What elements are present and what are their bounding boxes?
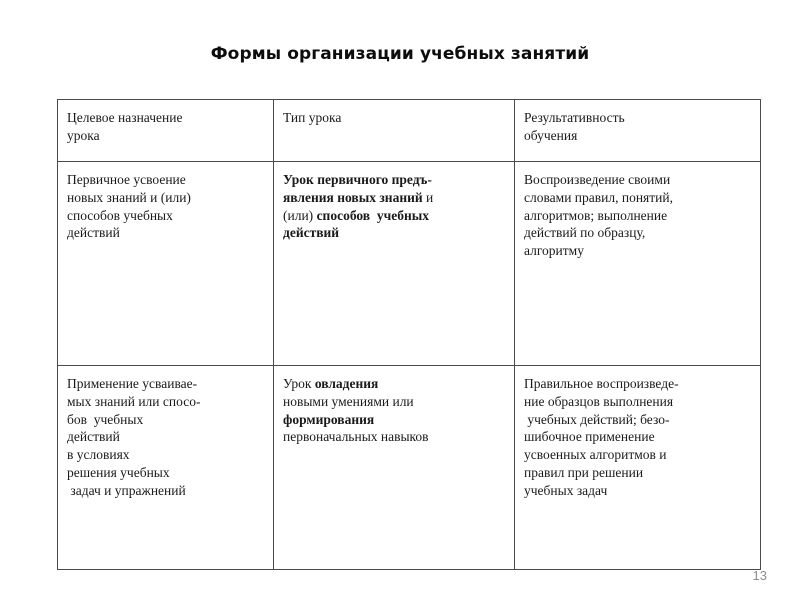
cell-line: учебных действий; безо-	[524, 411, 670, 427]
header-line: обучения	[524, 127, 578, 143]
cell-line: формирования	[283, 411, 375, 427]
lesson-forms-table: Целевое назначение урока Тип урока Резул…	[57, 99, 761, 570]
cell-line: бов учебных	[67, 411, 144, 427]
cell-line: Урок овладения	[283, 375, 506, 393]
cell-line: действий	[283, 225, 340, 241]
cell-line: алгоритмов; выполнение	[524, 207, 668, 223]
header-line: Результативность	[524, 110, 625, 125]
cell-line: в условиях	[67, 447, 130, 463]
cell-line: действий	[67, 225, 120, 241]
cell-line: мых знаний или спосо-	[67, 393, 201, 409]
cell-run-bold: способов учебных	[316, 207, 430, 223]
table-row: Применение усваивае- мых знаний или спос…	[57, 365, 761, 570]
cell-line: Воспроизведение своими	[524, 172, 671, 187]
lesson-forms-table-wrapper: Целевое назначение урока Тип урока Резул…	[57, 99, 761, 570]
cell-line: ние образцов выполнения	[524, 393, 674, 409]
column-header-result: Результативность обучения	[514, 99, 761, 162]
cell-line: Первичное усвоение	[67, 172, 186, 187]
cell-run-bold: явления новых знаний	[283, 189, 427, 205]
cell-line: действий	[67, 429, 120, 445]
column-header-purpose: Целевое назначение урока	[57, 99, 274, 162]
table-row: Первичное усвоение новых знаний и (или) …	[57, 161, 761, 366]
cell-line: шибочное применение	[524, 429, 655, 445]
page-title: Формы организации учебных занятий	[210, 44, 590, 64]
cell-line: учебных задач	[524, 482, 608, 498]
header-line: урока	[67, 127, 100, 143]
cell-line: задач и упражнений	[67, 482, 186, 498]
cell-line: Применение усваивае-	[67, 376, 198, 391]
cell-line: правил при решении	[524, 465, 644, 481]
cell-line: способов учебных	[67, 207, 173, 223]
cell-line: словами правил, понятий,	[524, 189, 673, 205]
cell-run-bold: овладения	[314, 376, 379, 391]
cell-line: явления новых знаний и	[283, 189, 506, 207]
cell-line: (или) способов учебных	[283, 207, 506, 225]
cell-run-regular: и	[426, 189, 434, 205]
cell-result: Воспроизведение своими словами правил, п…	[514, 161, 761, 366]
cell-line: действий по образцу,	[524, 225, 646, 241]
cell-result: Правильное воспроизведе- ние образцов вы…	[514, 365, 761, 570]
page-number: 13	[752, 568, 767, 583]
cell-lesson-type: Урок первичного предъ- явления новых зна…	[273, 161, 515, 366]
cell-run-regular: Урок	[283, 376, 315, 391]
cell-line: усвоенных алгоритмов и	[524, 447, 667, 463]
cell-line: решения учебных	[67, 465, 170, 481]
cell-purpose: Первичное усвоение новых знаний и (или) …	[57, 161, 274, 366]
cell-line: алгоритму	[524, 243, 584, 259]
cell-line: Урок первичного предъ-	[283, 172, 432, 187]
cell-line: Правильное воспроизведе-	[524, 376, 679, 391]
header-line: Тип урока	[283, 110, 342, 125]
cell-line: первоначальных навыков	[283, 429, 429, 445]
column-header-lesson-type: Тип урока	[273, 99, 515, 162]
cell-line: новых знаний и (или)	[67, 189, 191, 205]
cell-line: новыми умениями или	[283, 393, 414, 409]
table-header-row: Целевое назначение урока Тип урока Резул…	[57, 99, 761, 162]
header-line: Целевое назначение	[67, 110, 183, 125]
cell-purpose: Применение усваивае- мых знаний или спос…	[57, 365, 274, 570]
cell-lesson-type: Урок овладения новыми умениями или форми…	[273, 365, 515, 570]
cell-run-regular: (или)	[283, 207, 317, 223]
